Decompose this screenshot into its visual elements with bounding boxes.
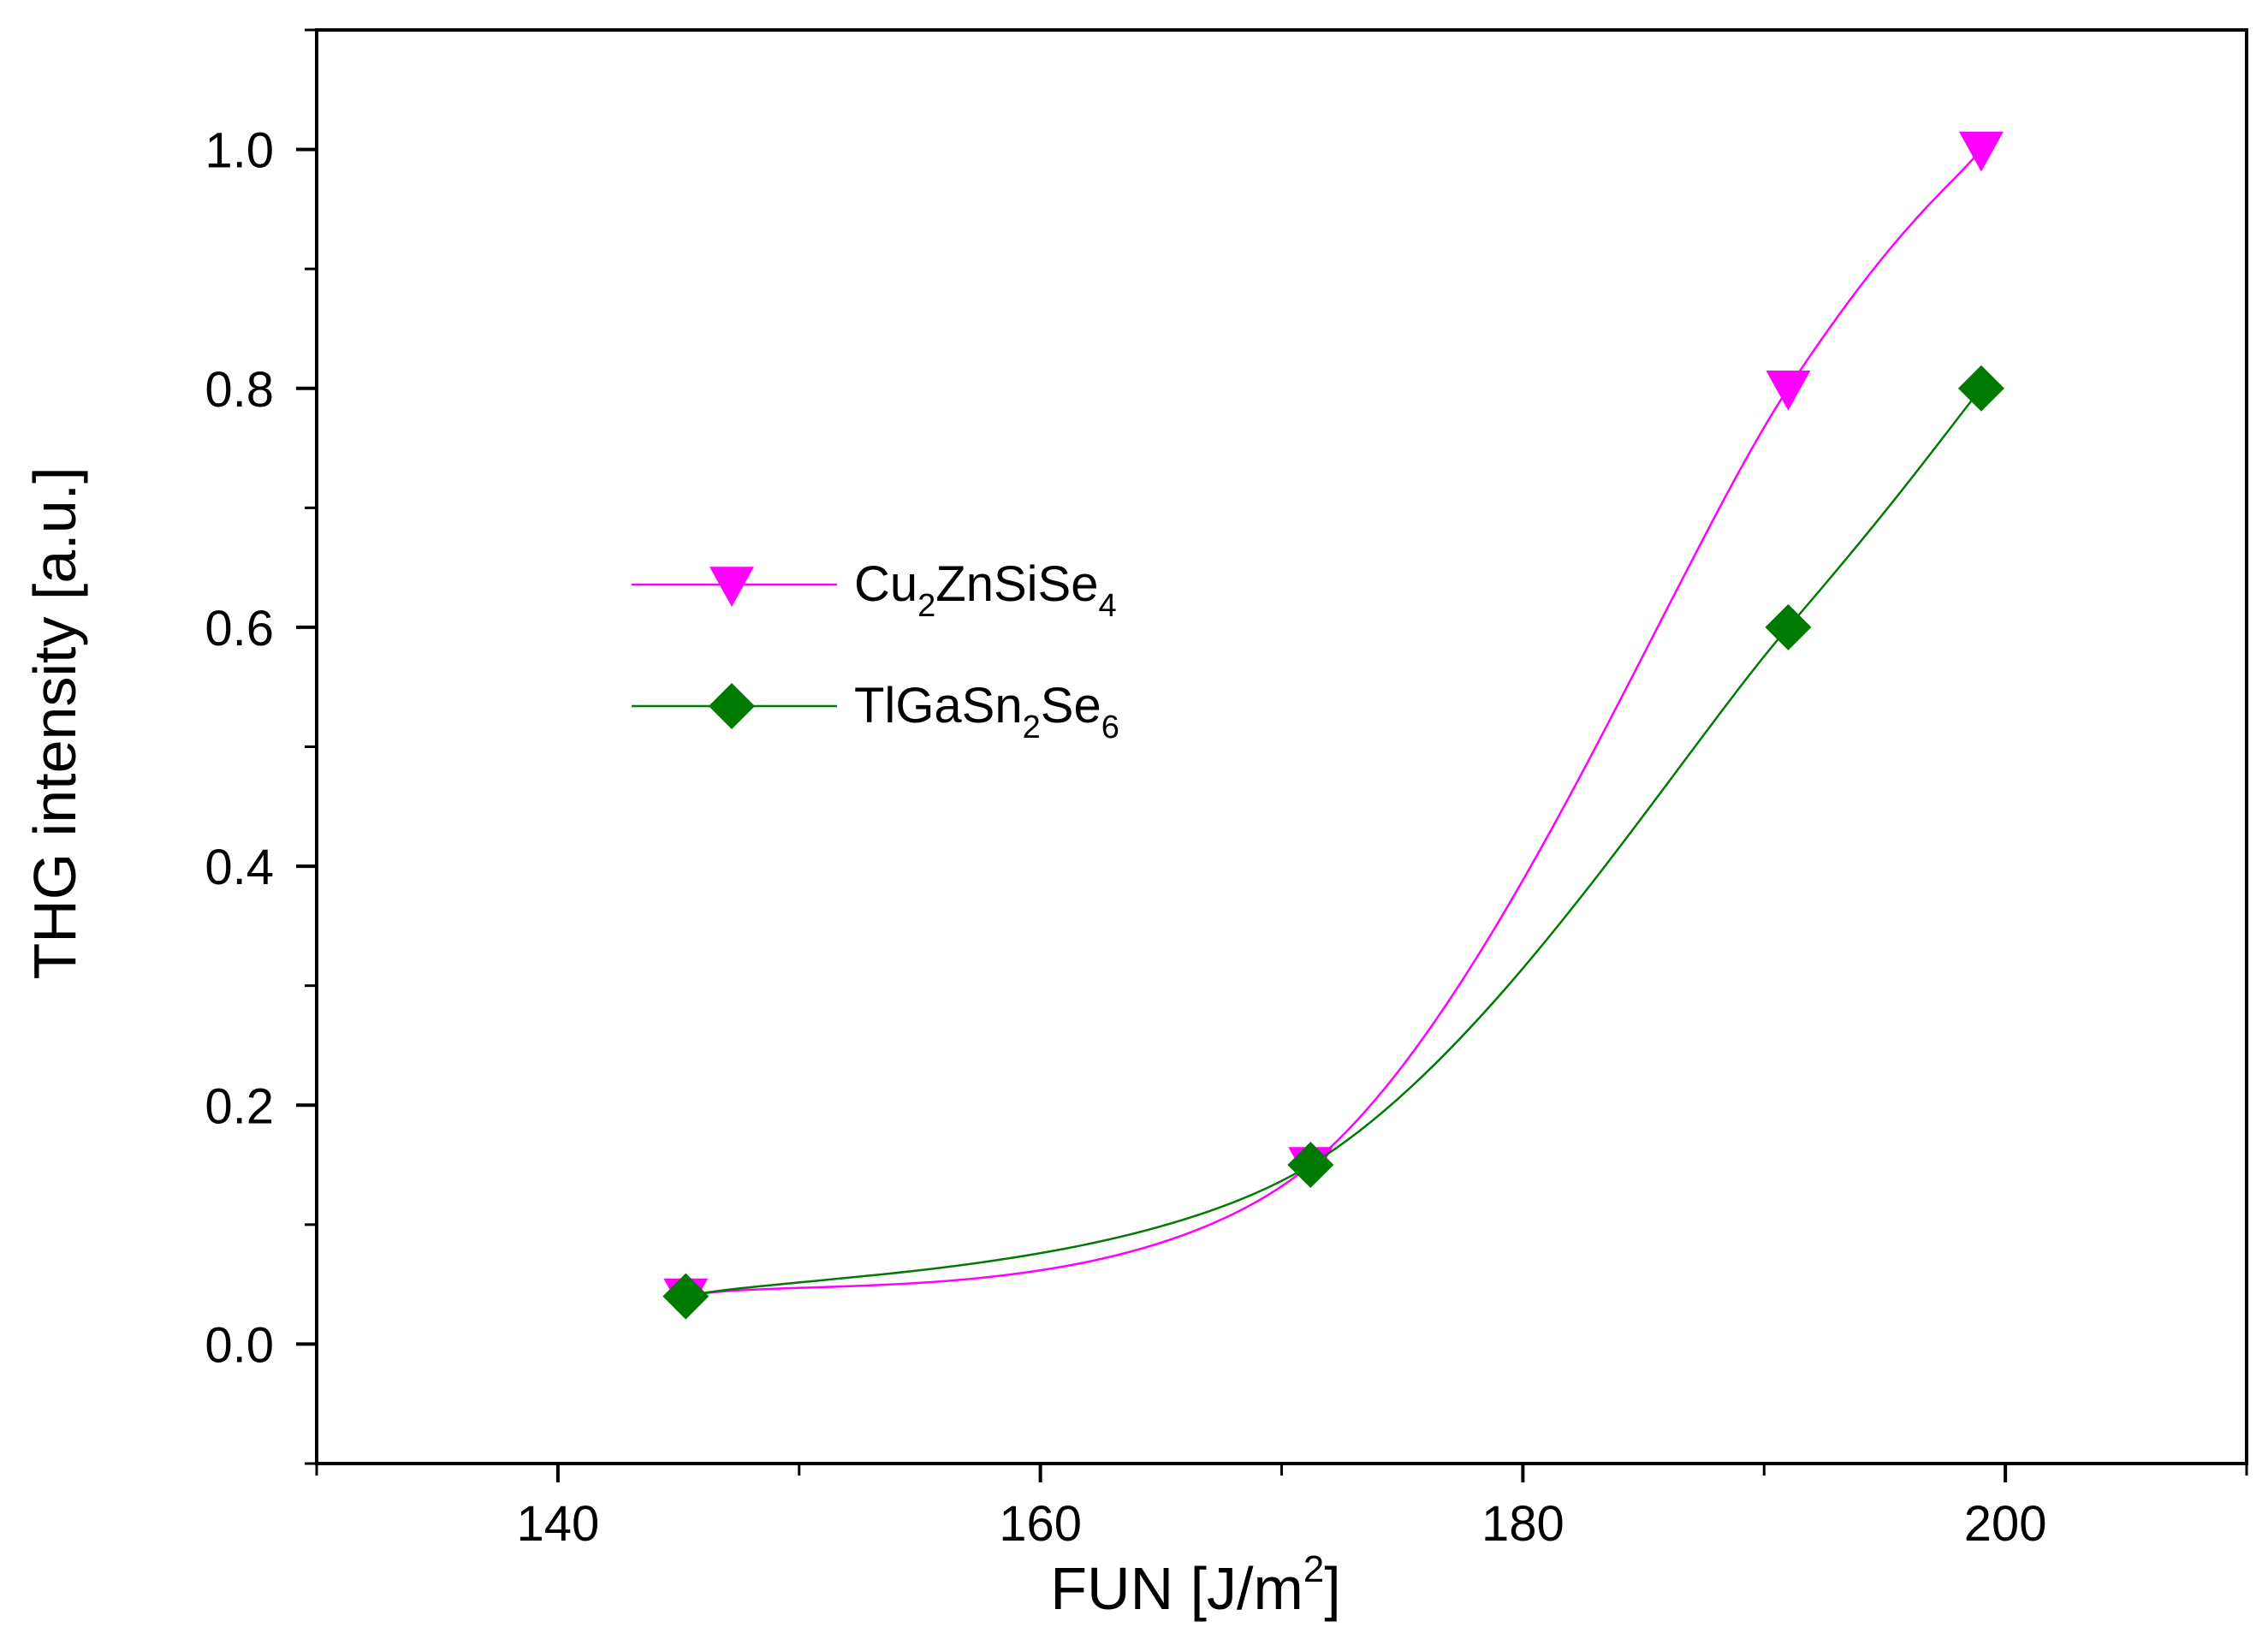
series-line-2 [686,387,1982,1298]
legend-label-1: Cu2ZnSiSe4 [854,556,1117,624]
series-2-point [1765,603,1812,650]
legend-label-2: TlGaSn2Se6 [854,678,1119,745]
y-axis-title: THG intensity [a.u.] [21,466,88,979]
series-2-point [1287,1142,1334,1189]
y-tick-label: 0.6 [205,601,274,656]
y-tick-label: 1.0 [205,123,274,179]
series-2-point [1957,365,2004,412]
y-tick-label: 0.0 [205,1317,274,1373]
series-1-point [1766,370,1811,411]
legend: Cu2ZnSiSe4 TlGaSn2Se6 [632,556,1119,745]
series-line-1 [686,148,1982,1298]
series-2-point [662,1273,709,1320]
x-tick-label: 200 [1964,1496,2047,1552]
legend-marker-2 [709,683,755,729]
y-tick-label: 0.4 [205,840,274,895]
plot-frame [315,28,2248,1465]
axis-ticks: 140 160 180 200 0.0 0.2 0.4 0.6 0.8 1.0 [205,28,2248,1552]
series-1-point [1958,131,2004,172]
series-layer [662,131,2004,1320]
x-tick-label: 180 [1481,1496,1564,1552]
y-tick-label: 0.2 [205,1078,274,1134]
x-tick-label: 160 [999,1496,1082,1552]
x-axis-title: FUN [J/m2] [1050,1548,1340,1622]
legend-marker-1 [709,567,754,607]
y-tick-label: 0.8 [205,362,274,418]
x-tick-label: 140 [516,1496,599,1552]
